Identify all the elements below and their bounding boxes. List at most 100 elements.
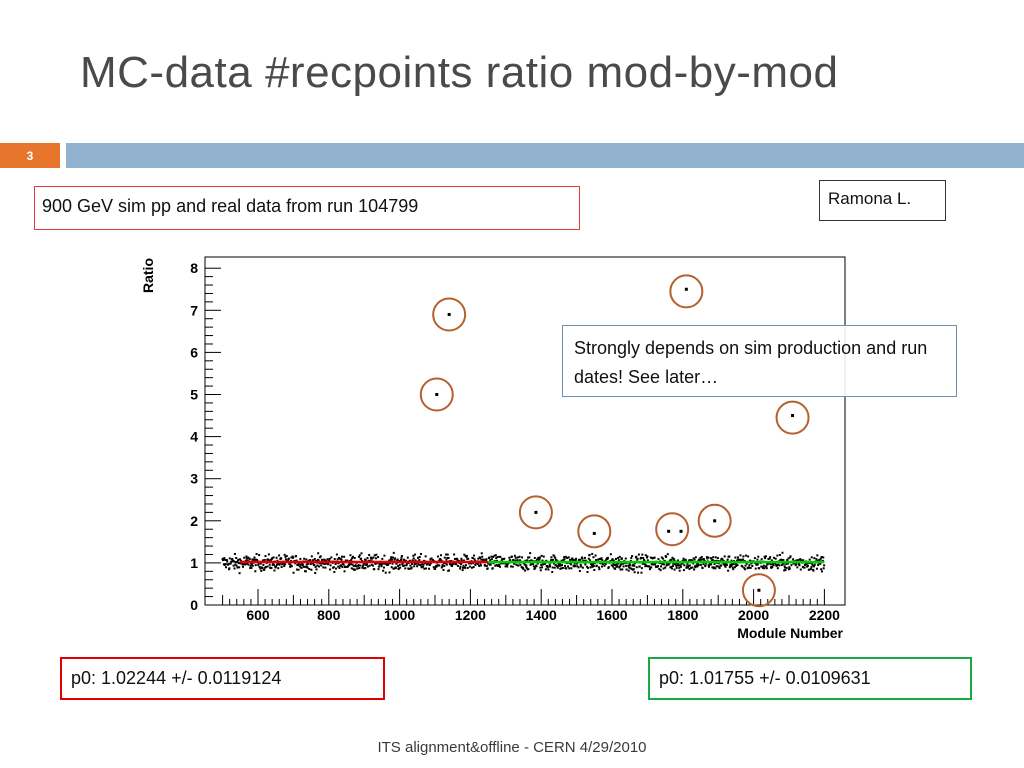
data-point xyxy=(479,564,482,567)
data-point xyxy=(541,563,544,566)
outlier-circle xyxy=(419,377,454,412)
data-point xyxy=(590,564,593,567)
data-point xyxy=(727,569,730,572)
data-point xyxy=(729,563,732,566)
data-point xyxy=(275,565,278,568)
data-point xyxy=(360,552,363,555)
data-point xyxy=(583,556,586,559)
data-point xyxy=(527,556,530,559)
data-point xyxy=(360,557,363,560)
data-point xyxy=(369,556,372,559)
data-point xyxy=(645,565,648,568)
data-point xyxy=(694,556,697,559)
data-point xyxy=(813,563,816,566)
data-point xyxy=(357,564,360,567)
data-point xyxy=(775,564,778,567)
outlier-point xyxy=(684,287,688,291)
data-point xyxy=(732,563,735,566)
data-point xyxy=(782,562,785,565)
data-point xyxy=(330,556,333,559)
data-point xyxy=(776,554,779,557)
data-point xyxy=(678,566,681,569)
data-point xyxy=(304,565,307,568)
data-point xyxy=(304,570,307,573)
data-point xyxy=(526,559,529,562)
data-point xyxy=(617,559,620,562)
data-point xyxy=(820,555,823,558)
data-point xyxy=(244,563,247,566)
data-point xyxy=(402,564,405,567)
data-point xyxy=(282,562,285,565)
data-point xyxy=(351,557,354,560)
data-point xyxy=(649,556,652,559)
data-point xyxy=(222,559,225,562)
data-point xyxy=(782,558,785,561)
data-point xyxy=(352,565,355,568)
data-point xyxy=(455,563,458,566)
outlier-circle xyxy=(741,573,776,608)
data-point xyxy=(556,566,559,569)
data-point xyxy=(573,562,576,565)
data-point xyxy=(499,555,502,558)
data-point xyxy=(551,570,554,573)
data-point xyxy=(425,567,428,570)
data-point xyxy=(642,556,645,559)
data-point xyxy=(692,557,695,560)
data-point xyxy=(622,562,625,565)
data-point xyxy=(484,564,487,567)
data-point xyxy=(702,563,705,566)
data-point xyxy=(283,553,286,556)
data-point xyxy=(321,558,324,561)
data-point xyxy=(261,559,264,562)
data-point xyxy=(574,559,577,562)
data-point xyxy=(658,568,661,571)
data-point xyxy=(474,564,477,567)
data-point xyxy=(418,555,421,558)
data-point xyxy=(470,566,473,569)
data-point xyxy=(521,566,524,569)
data-point xyxy=(508,556,511,559)
y-tick-label: 2 xyxy=(190,513,198,529)
data-point xyxy=(414,553,417,556)
data-point xyxy=(273,563,276,566)
data-point xyxy=(382,569,385,572)
data-point xyxy=(272,556,275,559)
data-point xyxy=(387,563,390,566)
data-point xyxy=(755,563,758,566)
data-point xyxy=(686,562,689,565)
data-point xyxy=(560,559,563,562)
data-point xyxy=(418,558,421,561)
data-point xyxy=(298,565,301,568)
data-point xyxy=(806,564,809,567)
data-point xyxy=(295,568,298,571)
data-point xyxy=(464,566,467,569)
data-point xyxy=(569,563,572,566)
data-point xyxy=(254,570,257,573)
data-point xyxy=(771,565,774,568)
data-point xyxy=(788,567,791,570)
data-point xyxy=(632,568,635,571)
data-point xyxy=(697,559,700,562)
data-point xyxy=(563,558,566,561)
data-point xyxy=(708,563,711,566)
data-point xyxy=(796,566,799,569)
data-point xyxy=(392,551,395,554)
outlier-circle xyxy=(669,274,704,309)
data-point xyxy=(460,559,463,562)
data-point xyxy=(394,557,397,560)
data-point xyxy=(349,554,352,557)
data-point xyxy=(598,557,601,560)
data-point xyxy=(597,566,600,569)
data-point xyxy=(744,568,747,571)
data-point xyxy=(581,557,584,560)
data-point xyxy=(274,566,277,569)
data-point xyxy=(784,566,787,569)
data-point xyxy=(609,553,612,556)
data-point xyxy=(352,555,355,558)
data-point xyxy=(565,567,568,570)
data-point xyxy=(799,568,802,571)
data-point xyxy=(410,566,413,569)
author-box: Ramona L. xyxy=(819,180,946,221)
data-point xyxy=(571,558,574,561)
data-point xyxy=(285,554,288,557)
